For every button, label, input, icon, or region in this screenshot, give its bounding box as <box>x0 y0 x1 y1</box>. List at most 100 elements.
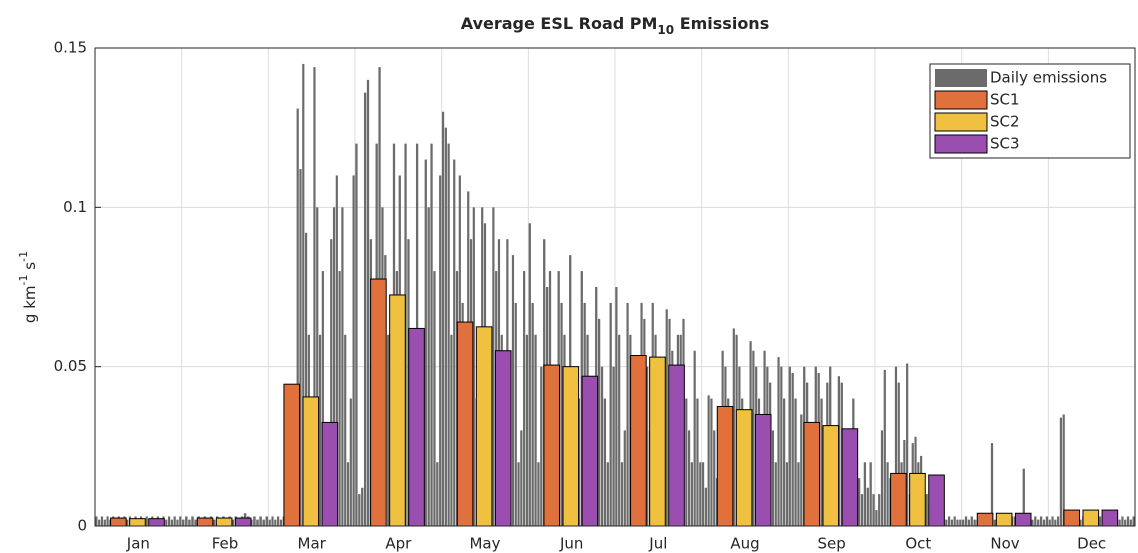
daily-bar <box>173 516 176 526</box>
daily-bar <box>1048 519 1051 526</box>
y-axis-label: g km-1 s-1 <box>17 251 39 323</box>
y-tick-label: 0.1 <box>63 198 87 216</box>
daily-bar <box>953 516 956 526</box>
daily-bar <box>872 494 875 526</box>
daily-bar <box>335 175 338 526</box>
legend-swatch <box>934 134 988 154</box>
daily-bar <box>752 350 755 526</box>
daily-bar <box>878 494 881 526</box>
daily-bar <box>338 271 341 526</box>
legend-swatch <box>934 112 988 132</box>
daily-bar <box>993 519 997 526</box>
daily-bar <box>430 143 433 526</box>
scenario-bar <box>215 517 233 527</box>
grid <box>95 47 1135 527</box>
daily-bar <box>525 334 529 526</box>
daily-bar <box>857 478 861 526</box>
daily-bar <box>1054 519 1057 526</box>
daily-bar <box>603 398 607 526</box>
daily-bar <box>626 302 629 526</box>
daily-bar <box>352 175 355 526</box>
daily-bar <box>961 519 965 526</box>
scenario-bar <box>494 350 512 527</box>
y-label-sup: -1 <box>17 275 30 286</box>
daily-bar <box>964 516 968 526</box>
legend-label: SC2 <box>990 113 1020 131</box>
daily-bar <box>1129 519 1132 526</box>
y-tick-label: 0.05 <box>54 357 87 375</box>
legend-label: SC3 <box>990 135 1020 153</box>
daily-bar <box>713 430 716 526</box>
daily-bar <box>472 207 475 527</box>
daily-bar <box>330 239 333 526</box>
marks <box>95 63 1135 527</box>
daily-bar <box>100 516 104 526</box>
daily-bar <box>492 207 495 527</box>
scenario-bar <box>716 406 734 527</box>
daily-bar <box>268 519 271 526</box>
daily-bar <box>179 516 182 526</box>
scenario-bar <box>668 364 685 527</box>
scenario-bar <box>389 294 406 527</box>
x-tick-label: Apr <box>385 535 412 553</box>
daily-bar <box>256 519 259 526</box>
chart-title: Average ESL Road PM10 Emissions <box>461 14 769 37</box>
daily-bar <box>869 462 872 526</box>
daily-bar <box>880 430 884 526</box>
daily-bar <box>785 462 789 526</box>
daily-bar <box>860 494 864 526</box>
scenario-bar <box>370 278 387 527</box>
daily-bar <box>436 462 439 526</box>
scenario-bar <box>302 396 320 527</box>
daily-bar <box>800 414 803 526</box>
scenario-bar <box>803 421 821 527</box>
daily-bar <box>1045 516 1049 526</box>
legend-swatch <box>934 90 988 110</box>
daily-bar <box>1022 468 1025 526</box>
daily-bar <box>321 271 324 526</box>
daily-bar <box>106 516 109 526</box>
daily-bar <box>271 516 274 526</box>
daily-bar <box>517 462 520 526</box>
daily-bar <box>794 398 797 526</box>
scenario-bar <box>148 518 165 527</box>
daily-bar <box>820 398 823 526</box>
daily-bar <box>1124 519 1127 526</box>
scenario-bar <box>822 425 840 527</box>
daily-bar <box>863 462 867 526</box>
daily-bar <box>366 79 370 526</box>
daily-bar <box>1039 516 1043 526</box>
daily-bar <box>1098 516 1102 526</box>
x-tick-label: Dec <box>1077 535 1106 553</box>
daily-bar <box>520 430 523 526</box>
scenario-bar <box>283 383 301 527</box>
x-tick-label: May <box>469 535 500 553</box>
daily-bar <box>537 462 540 526</box>
scenario-bar <box>735 409 753 527</box>
daily-bar <box>866 487 869 526</box>
y-tick-label: 0 <box>77 517 87 535</box>
daily-bar <box>732 328 735 526</box>
daily-bar <box>427 207 430 527</box>
daily-bar <box>387 334 390 526</box>
legend-swatch <box>935 69 987 87</box>
daily-bar <box>707 395 710 526</box>
daily-bar <box>534 334 537 526</box>
daily-bar <box>165 519 168 526</box>
daily-bar <box>620 462 624 526</box>
daily-bar <box>167 516 171 526</box>
daily-bar <box>777 357 780 526</box>
daily-bar <box>1037 519 1040 526</box>
scenario-bar <box>928 474 945 527</box>
daily-bar <box>1042 519 1046 526</box>
daily-bar <box>780 366 783 526</box>
daily-bar <box>970 516 973 526</box>
legend: Daily emissions SC1 SC2 SC3 <box>929 63 1131 159</box>
daily-bar <box>696 398 699 526</box>
x-tick-label: Oct <box>905 535 931 553</box>
daily-bar <box>259 516 262 526</box>
daily-bar <box>967 519 971 526</box>
x-tick-label: Jun <box>559 535 583 553</box>
daily-bar <box>453 159 456 527</box>
